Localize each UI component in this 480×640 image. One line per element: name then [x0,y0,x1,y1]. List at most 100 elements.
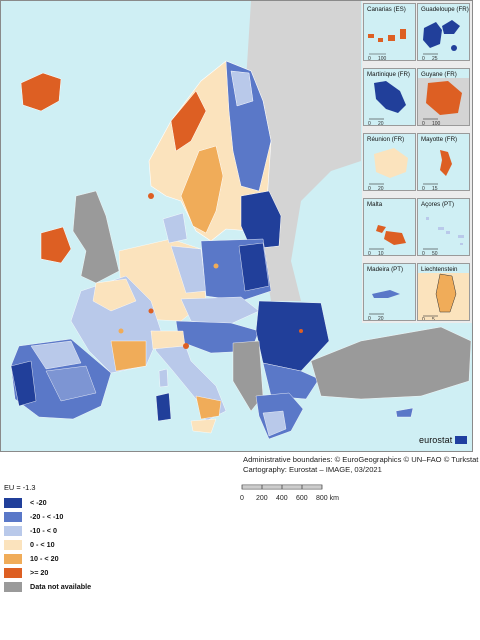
czechia-slovakia [180,296,260,327]
united-kingdom [72,190,120,284]
legend-item: -10 - < 0 [4,524,91,537]
sweden-south [180,145,224,234]
scale-end: 25 [432,56,438,61]
inset-guadeloupe: Guadeloupe (FR) 0 25 [417,3,470,61]
legend-item: 10 - < 20 [4,552,91,565]
flag-icon [455,436,468,444]
scale-end: 20 [378,186,384,191]
norway-north [170,90,207,152]
credits-line-cartography: Cartography: Eurostat – IMAGE, 03/2021 [243,465,382,474]
scale-end: 100 [432,121,441,126]
scale-start: 0 [368,251,371,256]
scale-start: 0 [422,121,425,126]
credits-line-boundaries: Administrative boundaries: © EuroGeograp… [243,455,479,464]
legend-title: EU = -1.3 [4,483,36,492]
legend-swatch [4,511,22,522]
legend-swatch [4,553,22,564]
eurostat-logo: eurostat [419,432,471,448]
scale-start: 0 [422,317,425,321]
scale-start: 0 [368,56,371,61]
scale-end: 20 [378,121,384,126]
inset-label: Mayotte (FR) [421,136,458,143]
legend-label: >= 20 [30,568,49,577]
legend-swatch [4,567,22,578]
inset-reunion: Réunion (FR) 0 20 [363,133,416,191]
france-south [110,340,147,372]
inset-liechtenstein: Liechtenstein 0 5 [417,263,470,321]
finland-north [230,70,254,107]
scale-end: 15 [432,186,438,191]
scale-end: 10 [378,251,384,256]
inset-label: Malta [367,201,383,208]
bulgaria [262,362,320,400]
map-credits: Administrative boundaries: © EuroGeograp… [243,455,478,475]
sicily [190,418,217,434]
legend-label: < -20 [30,498,47,507]
legend-swatch [4,581,22,592]
legend-label: -10 - < 0 [30,526,57,535]
scale-tick-0: 0 [240,495,244,502]
inset-label: Martinique (FR) [367,71,410,78]
scale-bar: 0 200 400 600 800 km [240,482,360,513]
denmark [162,212,188,244]
legend-item: >= 20 [4,566,91,579]
inset-mayotte: Mayotte (FR) 0 15 [417,133,470,191]
spain-north [30,340,82,370]
poland-east [238,242,270,292]
scale-tick-800: 800 km [316,495,339,502]
legend-item: Data not available [4,580,91,593]
scale-tick-400: 400 [276,495,288,502]
sardinia [155,392,172,422]
turkey [310,326,472,400]
inset-label: Guyane (FR) [421,71,457,78]
legend-item: < -20 [4,496,91,509]
scale-start: 0 [422,186,425,191]
portugal [10,360,37,407]
legend-item: -20 - < -10 [4,510,91,523]
legend-swatch [4,539,22,550]
scale-bar-graphic: 0 200 400 600 800 km [240,484,339,502]
scale-start: 0 [422,251,425,256]
inset-label: Madeira (PT) [367,266,404,273]
france-north [92,278,137,312]
inset-label: Guadeloupe (FR) [421,6,469,13]
logo-text: eurostat [419,435,453,445]
inset-label: Liechtenstein [421,266,458,273]
legend-label: -20 - < -10 [30,512,64,521]
legend: EU = -1.3 < -20 -20 - < -10 -10 - < 0 0 … [4,483,91,594]
scale-start: 0 [422,56,425,61]
spain-center [45,365,97,402]
scale-start: 0 [368,186,371,191]
cyprus [395,407,414,418]
italy-north [150,330,186,350]
greece-south [262,410,287,437]
ireland [40,226,72,264]
map-frame: Canarias (ES) 0 100 Guadeloupe (FR) 0 25… [0,0,473,452]
inset-madeira: Madeira (PT) 0 20 [363,263,416,321]
inset-martinique: Martinique (FR) 0 20 [363,68,416,126]
legend-label: Data not available [30,582,92,591]
scale-tick-200: 200 [256,495,268,502]
inset-malta: Malta 0 10 [363,198,416,256]
inset-label: Réunion (FR) [367,136,405,143]
iceland [20,72,62,112]
inset-acores: Açores (PT) 0 50 [417,198,470,256]
legend-item: 0 - < 10 [4,538,91,551]
inset-label: Açores (PT) [421,201,455,208]
legend-label: 10 - < 20 [30,554,59,563]
scale-end: 20 [378,316,384,321]
scale-start: 0 [368,121,371,126]
scale-end: 100 [378,56,387,61]
legend-label: 0 - < 10 [30,540,55,549]
inset-canarias: Canarias (ES) 0 100 [363,3,416,61]
scale-tick-600: 600 [296,495,308,502]
corsica [158,368,169,388]
scale-end: 5 [432,317,435,321]
baltics [240,190,282,250]
inset-label: Canarias (ES) [367,6,406,13]
legend-swatch [4,525,22,536]
scale-start: 0 [368,316,371,321]
italy-south [195,395,222,420]
scale-end: 50 [432,251,438,256]
inset-guyane: Guyane (FR) 0 100 [417,68,470,126]
